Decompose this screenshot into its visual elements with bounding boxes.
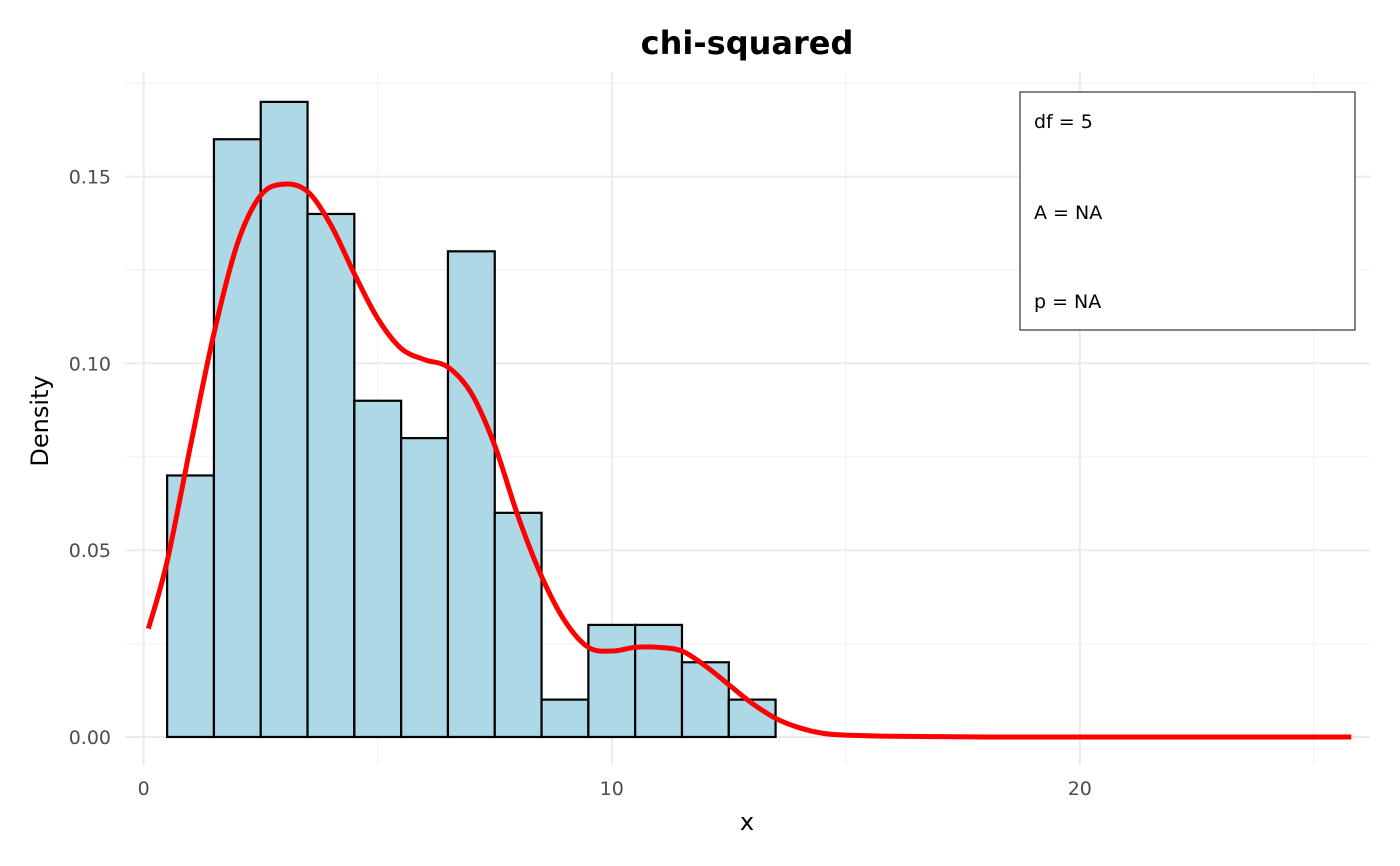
histogram-bar bbox=[400, 437, 450, 739]
x-tick-label: 10 bbox=[600, 778, 624, 800]
histogram-bar bbox=[540, 698, 590, 739]
y-tick-label: 0.05 bbox=[69, 540, 111, 562]
histogram-bar bbox=[634, 623, 684, 739]
histogram-bar bbox=[259, 100, 309, 739]
y-tick-label: 0.10 bbox=[69, 353, 111, 375]
x-tick-label: 20 bbox=[1068, 778, 1092, 800]
histogram-bar bbox=[306, 212, 356, 739]
legend-entry-df: df = 5 bbox=[1034, 111, 1093, 133]
y-axis-ticks: 0.00 0.05 0.10 0.15 bbox=[69, 167, 111, 749]
histogram-bar bbox=[212, 138, 262, 739]
legend-entry-a: A = NA bbox=[1034, 202, 1102, 224]
histogram-bar bbox=[166, 474, 216, 739]
histogram-bar bbox=[353, 399, 403, 739]
chart-title: chi-squared bbox=[641, 24, 854, 62]
y-tick-label: 0.00 bbox=[69, 727, 111, 749]
legend-background bbox=[1019, 91, 1356, 331]
histogram-bar bbox=[493, 511, 543, 739]
x-axis-ticks: 0 10 20 bbox=[138, 778, 1092, 800]
density-curve bbox=[145, 181, 1352, 740]
y-tick-label: 0.15 bbox=[69, 167, 111, 189]
legend-entry-p: p = NA bbox=[1034, 291, 1101, 313]
histogram-bar bbox=[587, 623, 637, 739]
x-tick-label: 0 bbox=[138, 778, 150, 800]
y-axis-label: Density bbox=[26, 375, 54, 466]
histogram-bar bbox=[680, 661, 730, 739]
x-axis-label: x bbox=[740, 808, 754, 836]
stats-legend-box: df = 5 A = NA p = NA bbox=[1019, 91, 1356, 331]
histogram-bar bbox=[446, 250, 496, 739]
histogram-bars bbox=[166, 100, 777, 739]
